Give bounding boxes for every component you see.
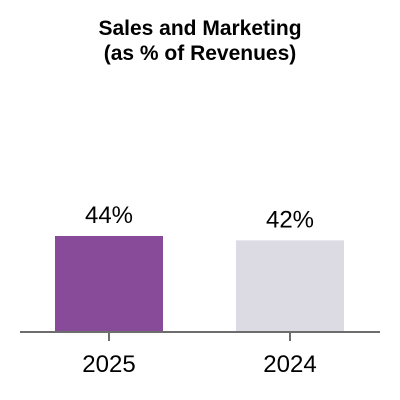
chart-title: Sales and Marketing (as % of Revenues) — [0, 16, 400, 66]
x-tick-label-2025: 2025 — [82, 351, 135, 378]
data-label-2024: 42% — [266, 206, 314, 233]
data-label-2025: 44% — [85, 202, 133, 229]
chart-title-line-2: (as % of Revenues) — [103, 42, 297, 65]
bar-2025 — [55, 236, 163, 332]
bar-2024 — [236, 240, 344, 332]
chart-title-line-1: Sales and Marketing — [98, 17, 302, 40]
x-tick-label-2024: 2024 — [263, 351, 316, 378]
